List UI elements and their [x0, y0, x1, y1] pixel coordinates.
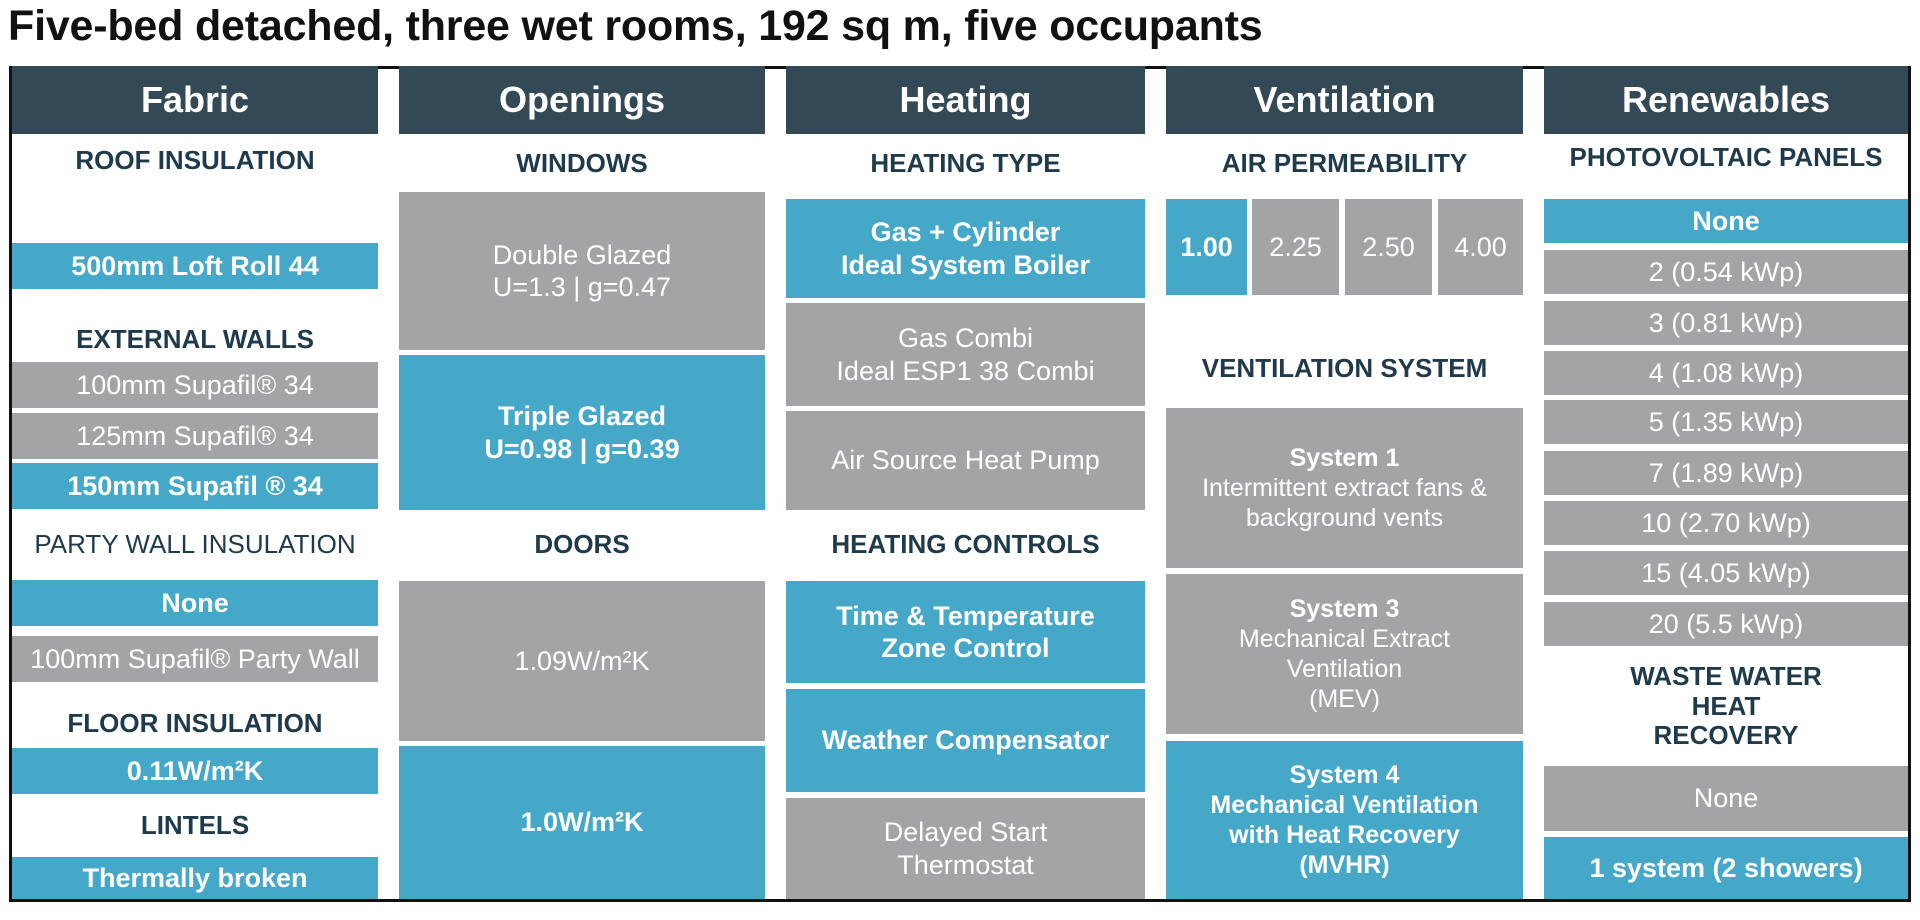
option-label: None: [1693, 783, 1759, 814]
option-label: Thermally broken: [82, 862, 308, 893]
heating-type-label: HEATING TYPE: [870, 148, 1061, 179]
ventilation-system-label: VENTILATION SYSTEM: [1201, 353, 1488, 384]
photovoltaic-label: PHOTOVOLTAIC PANELS: [1569, 142, 1883, 173]
option-label: 2 (0.54 kWp): [1648, 256, 1804, 287]
fabric-header: Fabric: [12, 66, 378, 134]
option-label: None: [161, 587, 229, 618]
option-label: 10 (2.70 kWp): [1641, 507, 1811, 538]
option-label: Triple Glazed U=0.98 | g=0.39: [484, 401, 680, 464]
walls-option[interactable]: 150mm Supafil ® 34: [12, 463, 378, 509]
option-label: 1 system (2 showers): [1589, 852, 1863, 883]
option-label: Gas Combi Ideal ESP1 38 Combi: [836, 323, 1095, 386]
openings-header: Openings: [399, 66, 765, 134]
air-permeability-label: AIR PERMEABILITY: [1221, 148, 1468, 179]
pv-option[interactable]: 4 (1.08 kWp): [1544, 351, 1908, 395]
doors-option[interactable]: 1.09W/m²K: [399, 581, 765, 741]
floor-option[interactable]: 0.11W/m²K: [12, 748, 378, 794]
system-description: Mechanical Ventilation with Heat Recover…: [1210, 791, 1479, 879]
pv-option[interactable]: 20 (5.5 kWp): [1544, 602, 1908, 646]
option-label: None: [1692, 205, 1760, 236]
option-label: 3 (0.81 kWp): [1648, 307, 1804, 338]
option-label: 2.25: [1269, 231, 1322, 262]
option-label: 100mm Supafil® Party Wall: [30, 643, 360, 674]
pv-option[interactable]: 2 (0.54 kWp): [1544, 250, 1908, 294]
option-label: Weather Compensator: [821, 725, 1110, 756]
waste-water-heat-recovery-label: WASTE WATER HEAT RECOVERY: [1630, 660, 1822, 751]
system-title: System 4: [1289, 761, 1400, 789]
option-label: 4.00: [1454, 231, 1507, 262]
system-description: Mechanical Extract Ventilation (MEV): [1238, 625, 1451, 713]
air-permeability-option[interactable]: 4.00: [1438, 199, 1523, 295]
heating-controls-option[interactable]: Time & Temperature Zone Control: [786, 581, 1145, 683]
heating-controls-option[interactable]: Delayed Start Thermostat: [786, 798, 1145, 899]
option-label: Gas + Cylinder Ideal System Boiler: [840, 217, 1091, 280]
pv-option[interactable]: 15 (4.05 kWp): [1544, 551, 1908, 595]
wwhr-option[interactable]: None: [1544, 766, 1908, 831]
ventilation-system-option[interactable]: System 3 Mechanical Extract Ventilation (…: [1166, 574, 1523, 734]
lintels-option[interactable]: Thermally broken: [12, 857, 378, 899]
wwhr-option[interactable]: 1 system (2 showers): [1544, 837, 1908, 899]
pv-option[interactable]: 3 (0.81 kWp): [1544, 301, 1908, 345]
option-label: 4 (1.08 kWp): [1648, 357, 1804, 388]
ventilation-header: Ventilation: [1166, 66, 1523, 134]
option-label: 125mm Supafil® 34: [76, 420, 314, 451]
ventilation-system-option[interactable]: System 4 Mechanical Ventilation with Heat…: [1166, 741, 1523, 899]
option-label: 2.50: [1362, 231, 1415, 262]
walls-option[interactable]: 125mm Supafil® 34: [12, 413, 378, 459]
option-label: 1.00: [1180, 231, 1233, 262]
option-label: 15 (4.05 kWp): [1641, 557, 1811, 588]
party-wall-option[interactable]: None: [12, 580, 378, 626]
air-permeability-option[interactable]: 2.25: [1252, 199, 1339, 295]
option-label: 100mm Supafil® 34: [76, 369, 314, 400]
page-title: Five-bed detached, three wet rooms, 192 …: [8, 2, 1263, 50]
heating-type-option[interactable]: Air Source Heat Pump: [786, 411, 1145, 510]
walls-option[interactable]: 100mm Supafil® 34: [12, 362, 378, 408]
floor-insulation-label: FLOOR INSULATION: [67, 708, 323, 739]
lintels-label: LINTELS: [140, 810, 250, 841]
pv-option[interactable]: 7 (1.89 kWp): [1544, 451, 1908, 495]
party-wall-label: PARTY WALL INSULATION: [34, 529, 356, 560]
heating-type-option[interactable]: Gas + Cylinder Ideal System Boiler: [786, 199, 1145, 298]
option-label: Time & Temperature Zone Control: [836, 600, 1095, 663]
option-label: Delayed Start Thermostat: [883, 817, 1048, 880]
air-permeability-option[interactable]: 2.50: [1345, 199, 1432, 295]
doors-option[interactable]: 1.0W/m²K: [399, 746, 765, 899]
ventilation-system-option[interactable]: System 1 Intermittent extract fans & back…: [1166, 408, 1523, 568]
pv-option[interactable]: None: [1544, 199, 1908, 243]
heating-header: Heating: [786, 66, 1145, 134]
option-label: 150mm Supafil ® 34: [67, 470, 323, 501]
roof-option[interactable]: 500mm Loft Roll 44: [12, 243, 378, 289]
air-permeability-option[interactable]: 1.00: [1166, 199, 1247, 295]
external-walls-label: EXTERNAL WALLS: [76, 324, 314, 355]
doors-label: DOORS: [534, 529, 630, 560]
system-title: System 1: [1289, 444, 1400, 472]
option-label: 7 (1.89 kWp): [1648, 457, 1804, 488]
windows-option[interactable]: Triple Glazed U=0.98 | g=0.39: [399, 355, 765, 510]
option-label: 20 (5.5 kWp): [1648, 608, 1804, 639]
system-title: System 3: [1289, 595, 1400, 623]
option-label: 1.09W/m²K: [514, 645, 650, 676]
system-description: Intermittent extract fans & background v…: [1202, 474, 1487, 532]
option-label: Air Source Heat Pump: [831, 445, 1100, 476]
option-label: 500mm Loft Roll 44: [71, 250, 319, 281]
pv-option[interactable]: 5 (1.35 kWp): [1544, 400, 1908, 444]
option-label: 1.0W/m²K: [520, 807, 644, 838]
windows-option[interactable]: Double Glazed U=1.3 | g=0.47: [399, 192, 765, 350]
option-label: Double Glazed U=1.3 | g=0.47: [492, 239, 672, 302]
heating-controls-label: HEATING CONTROLS: [831, 529, 1100, 560]
pv-option[interactable]: 10 (2.70 kWp): [1544, 501, 1908, 545]
heating-type-option[interactable]: Gas Combi Ideal ESP1 38 Combi: [786, 303, 1145, 406]
roof-insulation-label: ROOF INSULATION: [75, 145, 315, 176]
party-wall-option[interactable]: 100mm Supafil® Party Wall: [12, 636, 378, 682]
option-label: 5 (1.35 kWp): [1648, 406, 1804, 437]
renewables-header: Renewables: [1544, 66, 1908, 134]
windows-label: WINDOWS: [516, 148, 648, 179]
option-label: 0.11W/m²K: [126, 755, 264, 786]
heating-controls-option[interactable]: Weather Compensator: [786, 689, 1145, 792]
